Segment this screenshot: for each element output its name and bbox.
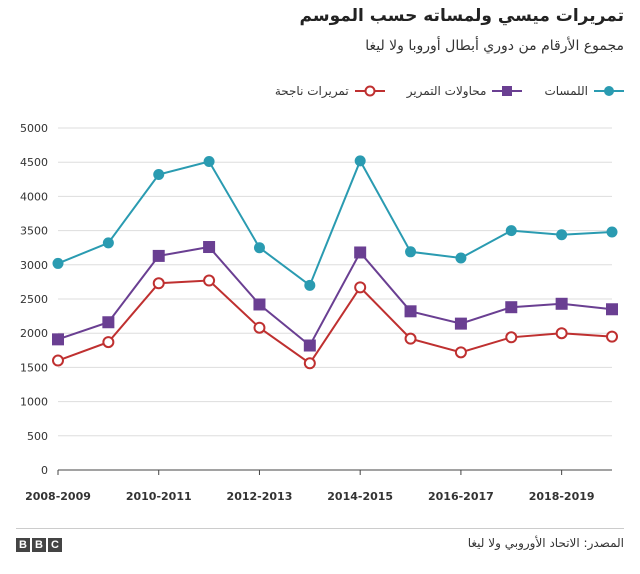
bbc-logo: B B C xyxy=(16,538,62,552)
data-point xyxy=(555,297,568,310)
legend-item-pass-attempts: محاولات التمرير xyxy=(407,84,523,98)
y-tick-label: 2000 xyxy=(20,327,48,340)
data-point xyxy=(556,229,568,241)
data-point xyxy=(203,241,216,254)
data-point xyxy=(102,316,115,329)
chart-subtitle: مجموع الأرقام من دوري أبطال أوروبا ولا ل… xyxy=(365,38,624,54)
y-tick-label: 4500 xyxy=(20,156,48,169)
series-line-1 xyxy=(57,245,613,348)
data-point xyxy=(606,303,618,316)
legend: اللمسات محاولات التمرير تمريرات ناجحة xyxy=(275,84,624,98)
x-tick-label: 2016-2017 xyxy=(428,490,494,503)
x-tick-label: 2018-2019 xyxy=(529,490,595,503)
legend-label-successful-passes: تمريرات ناجحة xyxy=(274,84,349,98)
x-tick-label: 2008-2009 xyxy=(25,490,91,503)
y-tick-label: 2500 xyxy=(20,293,48,306)
data-point xyxy=(404,332,417,345)
data-point xyxy=(505,301,518,314)
legend-label-touches: اللمسات xyxy=(544,84,588,98)
legend-swatch-successful-passes xyxy=(354,85,385,97)
data-point xyxy=(454,346,467,359)
data-point xyxy=(606,226,618,238)
data-point xyxy=(52,257,64,269)
source-note: المصدر: الاتحاد الأوروبي ولا ليغا xyxy=(467,536,624,550)
x-tick-label: 2010-2011 xyxy=(126,490,192,503)
y-tick-label: 0 xyxy=(41,464,48,477)
y-tick-label: 3500 xyxy=(20,225,48,238)
bbc-logo-letter: B xyxy=(16,538,30,552)
data-point xyxy=(304,279,316,291)
y-tick-label: 1000 xyxy=(20,396,48,409)
data-point xyxy=(405,246,417,258)
data-point xyxy=(505,331,518,344)
data-point xyxy=(52,354,64,367)
data-point xyxy=(606,330,618,343)
chart-title: تمريرات ميسي ولمساته حسب الموسم xyxy=(299,6,624,26)
data-point xyxy=(253,321,266,334)
data-point xyxy=(303,339,316,352)
y-tick-label: 1500 xyxy=(20,361,48,374)
bbc-logo-letter: C xyxy=(48,538,62,552)
data-point xyxy=(102,237,114,249)
data-point xyxy=(152,249,165,262)
data-point xyxy=(354,281,367,294)
data-point xyxy=(404,305,417,318)
data-point xyxy=(455,252,467,264)
legend-swatch-touches xyxy=(594,86,624,96)
data-point xyxy=(354,246,367,259)
y-tick-label: 3000 xyxy=(20,259,48,272)
series-line-2 xyxy=(57,279,613,365)
data-point xyxy=(354,155,366,167)
data-point xyxy=(303,357,316,370)
legend-label-pass-attempts: محاولات التمرير xyxy=(406,84,487,98)
x-tick-label: 2014-2015 xyxy=(327,490,393,503)
legend-item-successful-passes: تمريرات ناجحة xyxy=(275,84,385,98)
data-point xyxy=(454,317,467,330)
legend-item-touches: اللمسات xyxy=(544,84,624,98)
data-point xyxy=(152,277,165,290)
x-tick-label: 2012-2013 xyxy=(227,490,293,503)
line-chart: 0 500 1000 1500 2000 2500 3000 3500 4000 4500 5000… xyxy=(20,122,618,503)
data-point xyxy=(203,274,216,287)
y-tick-label: 5000 xyxy=(20,122,48,135)
series-line-0 xyxy=(57,158,613,287)
data-point xyxy=(52,333,64,346)
data-point xyxy=(253,242,265,254)
data-point xyxy=(505,225,517,237)
legend-swatch-pass-attempts xyxy=(492,86,523,96)
bbc-logo-letter: B xyxy=(32,538,46,552)
data-point xyxy=(102,336,115,349)
data-point xyxy=(203,156,215,168)
data-point xyxy=(253,298,266,311)
y-tick-label: 500 xyxy=(27,430,48,443)
data-point xyxy=(555,327,568,340)
data-point xyxy=(153,169,165,181)
y-tick-label: 4000 xyxy=(20,190,48,203)
footer-divider xyxy=(16,528,624,529)
